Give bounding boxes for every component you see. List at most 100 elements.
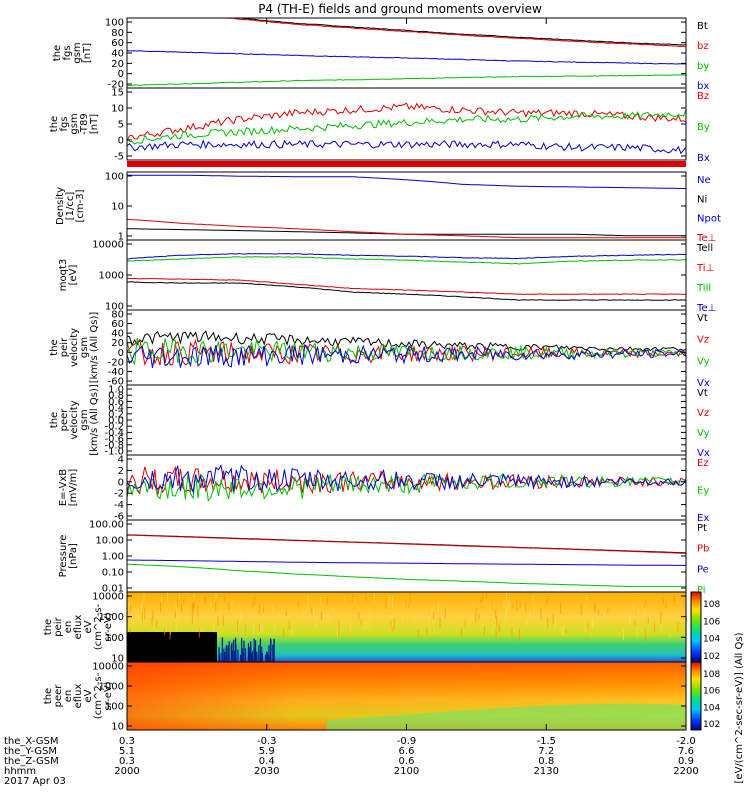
spectrogram-stripe [391,596,393,608]
series-line-till [126,256,687,265]
colorbar-tick-label: 104 [703,703,720,713]
y-axis-label-line: the [49,412,60,428]
y-tick-label: 0.2 [108,409,124,420]
spectrogram-stripe [251,651,254,662]
y-tick-label: 1 [118,232,124,243]
y-tick-label: 40 [111,49,124,60]
y-tick-label: -20 [108,80,124,91]
y-tick-label: 20 [111,338,124,349]
spectrogram-stripe [373,593,375,603]
spectrogram-stripe [165,625,167,633]
y-axis-label-line: fgs [59,116,70,131]
spectrogram-stripe [197,606,199,617]
y-tick-label: 100 [105,302,124,313]
spectrogram-stripe [152,610,154,620]
spectrogram-stripe [258,645,260,662]
spectrogram-stripe [460,627,462,637]
spectrogram-stripe [337,628,339,639]
y-tick-label: -1.0 [104,447,124,458]
spectrogram-stripe [369,621,371,629]
y-tick-label: 1000 [99,682,124,693]
series-line-ex [126,464,687,494]
x-axis-row-value: 0.8 [538,756,554,767]
spectrogram-stripe [439,616,441,629]
spectrogram-stripe [498,623,500,632]
spectrogram-stripe [232,600,234,605]
spectrogram-stripe [508,599,510,611]
y-axis-label-line: velocity [69,400,80,439]
spectrogram-stripe [629,613,631,624]
spectrogram-stripe [244,624,246,635]
spectrogram-stripe [586,595,588,601]
panel-6: 1.00.80.60.40.20.0-0.2-0.4-0.6-0.8-1.0 th… [49,384,710,459]
spectrogram-stripe [128,602,130,608]
spectrogram-stripe [285,611,287,616]
spectrogram-stripe [228,641,230,662]
y-tick-label: 10 [111,202,124,213]
y-tick-label: 1000 [99,612,124,623]
panel-9: 10000 1000 100 10 thepeirenefluxeV(cm^2-s-sr… [43,591,687,665]
spectrogram-stripe [591,617,593,630]
spectrogram-stripe [176,613,178,622]
spectrogram-stripe [495,628,497,640]
y-tick-label: 0.8 [108,391,124,402]
spectrogram-stripe [254,594,256,606]
y-tick-label: 80 [111,28,124,39]
spectrogram-stripe [265,654,267,662]
x-axis-row-value: 2100 [394,766,419,777]
y-axis-label-line: the [43,688,54,704]
x-axis-row-value: -1.5 [536,736,556,747]
colorbar-tick-label: 102 [703,652,720,662]
y-axis-label-line: (cm^2-s- [93,672,104,719]
y-axis-label-line: Pressure [58,535,69,578]
y-axis-label-line: peir [59,337,70,357]
legend-entry: Te⊥ [696,233,716,244]
spectrogram-stripe [401,616,403,622]
legend-entry: Vx [697,378,710,389]
series-line-vt [126,330,687,352]
legend-entry: Vx [697,448,710,459]
spectrogram-stripe [129,627,131,633]
y-axis-label: Density[1/cc][cm-3] [55,187,86,225]
panel-3: 100 10 1 Density[1/cc][cm-3] Ne Ni Npot Te⊥ [55,171,721,244]
series-line-vy [126,337,687,366]
spectrogram-stripe [547,617,549,630]
y-tick-label: 10000 [92,240,124,251]
y-axis-label-line: eV [83,620,94,633]
y-axis-label: thepeirvelocitygsm[km/s (All Qs)] [49,312,100,384]
spectrogram-stripe [218,647,220,662]
spectrogram-stripe [665,601,667,609]
spectrogram-stripe [507,602,509,609]
spectrogram-stripe [219,653,221,662]
spectrogram-stripe [141,601,143,611]
spectrogram-stripe [492,622,494,635]
spectrogram-stripe [414,616,416,622]
x-axis-row-label: the_Y-GSM [4,746,57,757]
x-axis-row-label: hhmm [4,766,36,777]
spectrogram-stripe [360,619,362,625]
spectrogram-stripe [592,620,594,626]
spectrogram-stripe [241,648,243,662]
spectrogram-stripe [332,606,334,614]
spectrogram-stripe [273,639,275,662]
y-tick-label: -0.6 [104,434,124,445]
y-tick-label: 100 [105,18,124,29]
legend-entry: Bx [697,153,710,164]
spectrogram-stripe [320,612,322,620]
spectrogram-stripe [560,626,562,636]
spectrogram-stripe [385,598,387,609]
spectrogram-stripe [328,611,330,620]
legend-entry: bz [697,41,709,52]
series-line-bx [126,50,687,65]
spectrogram-stripe [198,627,200,638]
legend-entry: Npot [697,214,721,225]
spectrogram-stripe [272,603,274,611]
spectrogram-stripe [505,610,507,623]
series-line-bz [126,102,687,142]
x-axis-group: the_X-GSM 0.3 -0.3 -0.9 -1.5 -2.0 the_Y-GSM 5.1… [4,18,699,787]
spectrogram-stripe [496,615,498,628]
y-tick-label: 1000 [99,271,124,282]
spectrogram-stripe [645,598,647,606]
spectrogram-stripe [362,625,364,632]
spectrogram-stripe [288,619,290,630]
